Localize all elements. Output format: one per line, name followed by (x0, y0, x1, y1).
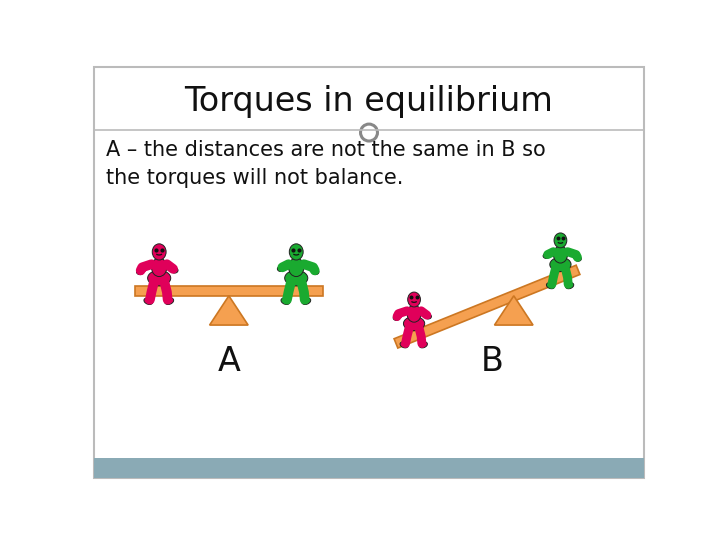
Ellipse shape (171, 268, 178, 273)
Bar (94, 458, 644, 478)
Ellipse shape (284, 271, 307, 286)
Ellipse shape (425, 314, 431, 319)
Ellipse shape (408, 292, 420, 307)
Ellipse shape (575, 256, 581, 261)
Ellipse shape (312, 269, 319, 275)
Ellipse shape (554, 246, 567, 263)
Ellipse shape (554, 233, 567, 248)
Ellipse shape (148, 271, 171, 286)
Polygon shape (210, 296, 248, 325)
Text: A – the distances are not the same in B so
the torques will not balance.: A – the distances are not the same in B … (106, 140, 546, 188)
Ellipse shape (565, 282, 574, 289)
Text: Torques in equilibrium: Torques in equilibrium (184, 85, 554, 118)
Ellipse shape (400, 342, 408, 348)
Ellipse shape (393, 315, 400, 320)
Ellipse shape (289, 258, 304, 276)
Text: B: B (481, 345, 503, 378)
Ellipse shape (546, 282, 554, 289)
Ellipse shape (137, 269, 143, 275)
Ellipse shape (550, 258, 571, 272)
FancyBboxPatch shape (94, 67, 644, 478)
Ellipse shape (289, 244, 303, 260)
Ellipse shape (403, 316, 425, 330)
Ellipse shape (144, 298, 153, 305)
Ellipse shape (302, 298, 311, 305)
Polygon shape (495, 296, 533, 325)
Polygon shape (394, 265, 580, 348)
Ellipse shape (407, 305, 421, 322)
Ellipse shape (151, 258, 167, 276)
Ellipse shape (543, 253, 549, 259)
Ellipse shape (165, 298, 174, 305)
Bar (135, 286, 323, 296)
Ellipse shape (152, 244, 166, 260)
Ellipse shape (277, 266, 284, 272)
Text: A: A (217, 345, 240, 378)
Ellipse shape (419, 342, 428, 348)
Ellipse shape (281, 298, 290, 305)
